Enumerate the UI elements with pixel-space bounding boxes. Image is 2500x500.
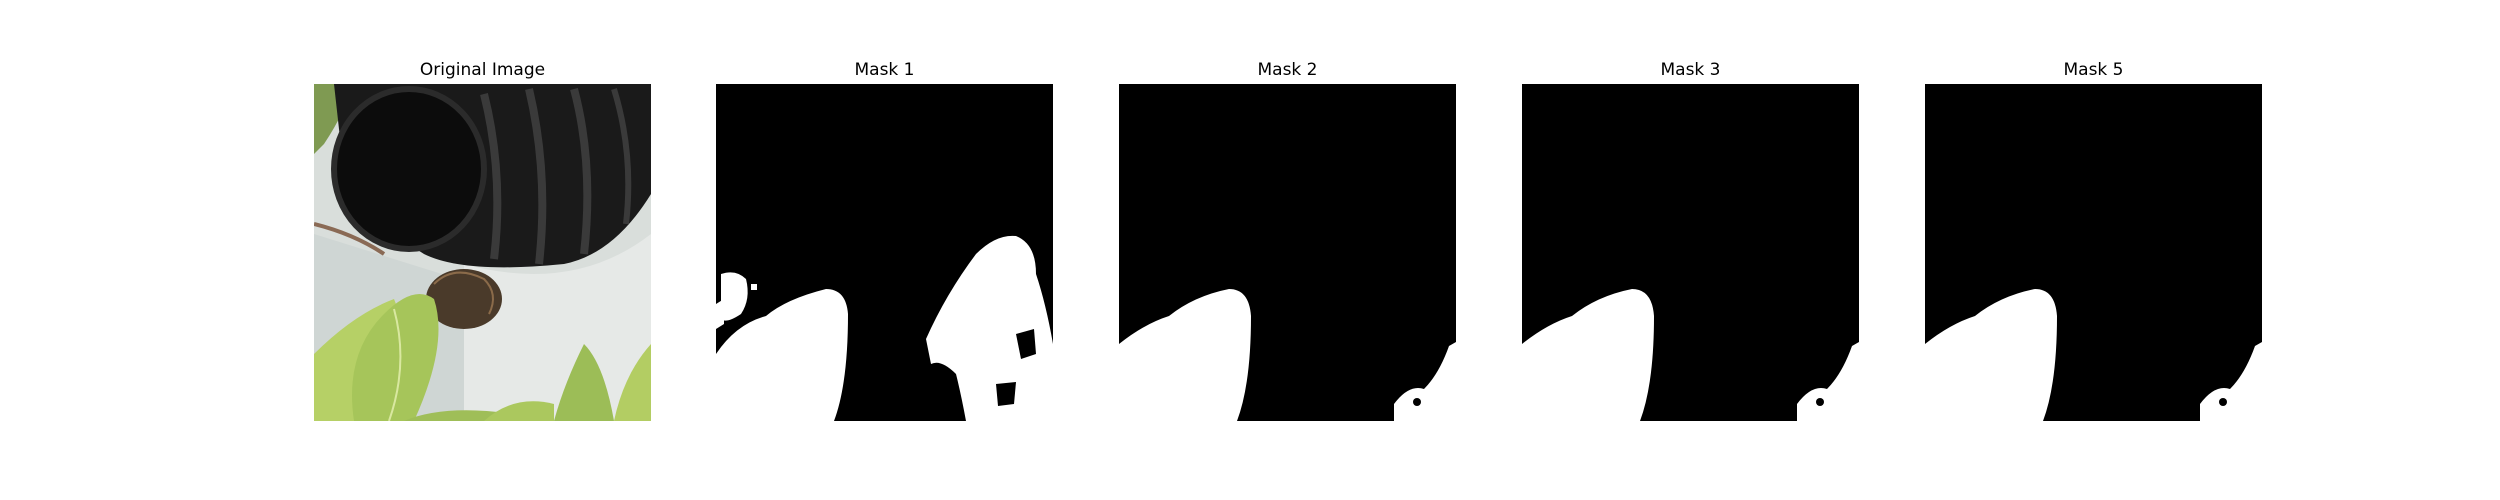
original-image	[314, 84, 651, 421]
panel-title: Mask 3	[1660, 60, 1721, 80]
mask-1-image	[716, 84, 1053, 421]
mask-2	[1119, 84, 1456, 421]
panel-title: Original Image	[419, 60, 546, 80]
mask-5-image	[1925, 84, 2262, 421]
mask-3	[1522, 84, 1859, 421]
mask-5	[1925, 84, 2262, 421]
original-photo	[314, 84, 651, 421]
mask-2-image	[1119, 84, 1456, 421]
panel-title: Mask 1	[854, 60, 915, 80]
mask-3-image	[1522, 84, 1859, 421]
panel-title: Mask 2	[1257, 60, 1318, 80]
mask-1	[716, 84, 1053, 421]
panel-title: Mask 5	[2063, 60, 2124, 80]
